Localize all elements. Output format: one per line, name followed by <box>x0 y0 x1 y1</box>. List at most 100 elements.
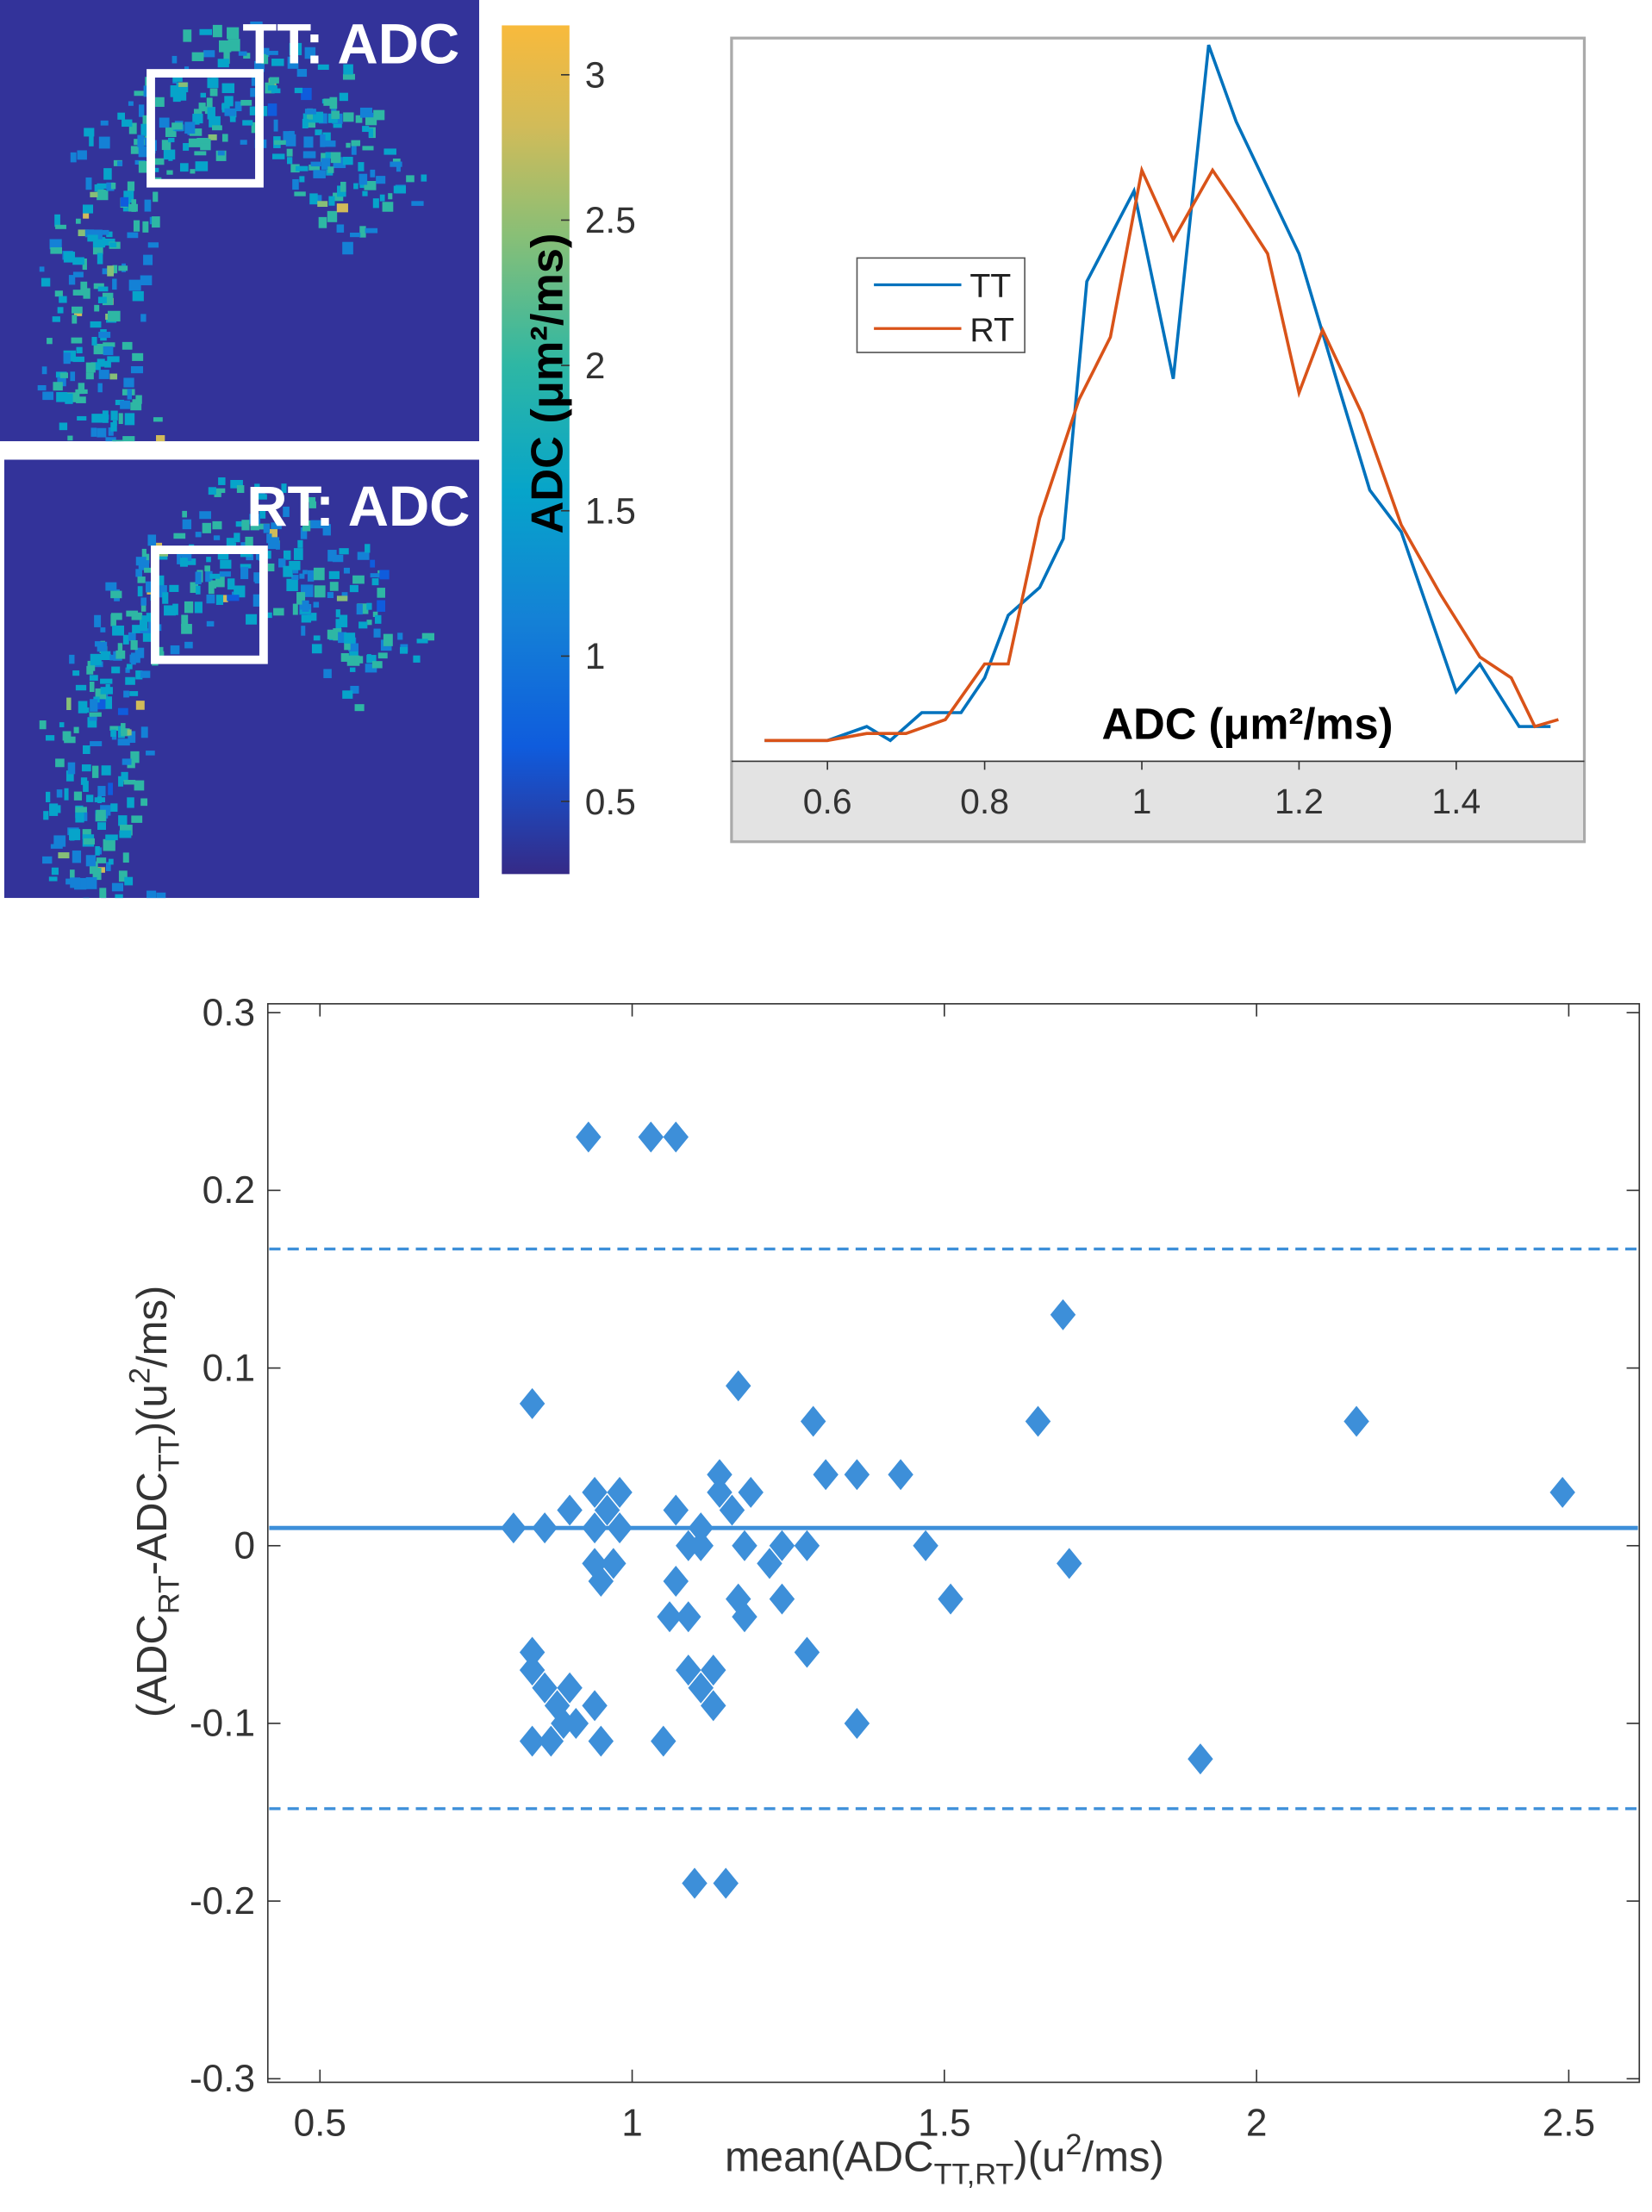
map-speckle <box>62 731 72 741</box>
map-speckle <box>358 162 365 171</box>
map-speckle <box>90 653 102 666</box>
map-speckle <box>188 138 202 147</box>
map-speckle <box>358 173 368 185</box>
map-speckle <box>190 582 199 594</box>
map-speckle <box>130 365 144 374</box>
map-speckle <box>78 383 85 395</box>
map-speckle <box>302 151 316 159</box>
map-speckle <box>300 527 308 539</box>
map-speckle <box>122 341 133 350</box>
map-speckle <box>103 342 115 347</box>
map-speckle <box>343 567 350 574</box>
map-speckle <box>336 203 348 213</box>
point <box>582 1476 608 1508</box>
map-speckle <box>126 610 139 617</box>
map-speckle <box>179 558 188 567</box>
map-speckle <box>329 582 339 591</box>
map-speckle <box>327 166 334 173</box>
map-speckle <box>184 601 194 614</box>
point <box>844 1459 870 1491</box>
point <box>800 1405 826 1437</box>
map-speckle <box>113 932 123 940</box>
map-speckle <box>411 201 424 206</box>
map-speckle <box>374 614 382 624</box>
map-speckle <box>240 566 249 580</box>
map-speckle <box>241 520 250 531</box>
map-speckle <box>301 87 312 101</box>
map-speckle <box>117 707 128 715</box>
map-speckle <box>283 550 291 560</box>
map-speckle <box>57 307 64 314</box>
map-speckle <box>155 97 165 107</box>
map-speckle <box>90 362 101 371</box>
map-speckle <box>379 194 385 202</box>
map-speckle <box>128 632 136 641</box>
y-axis-label: (ADCRT-ADCTT)(u2/ms) <box>123 1286 185 1718</box>
map-speckle <box>98 136 110 149</box>
map-speckle <box>124 876 134 886</box>
map-speckle <box>240 140 247 145</box>
map-speckle <box>119 445 128 453</box>
map-speckle <box>146 938 156 943</box>
y-tick-label: 0 <box>234 1524 255 1567</box>
map-speckle <box>67 762 76 775</box>
map-speckle <box>356 603 363 615</box>
map-speckle <box>72 670 80 676</box>
map-speckle <box>107 310 121 322</box>
point <box>688 1512 714 1544</box>
map-speckle <box>49 805 61 813</box>
map-speckle <box>147 534 157 546</box>
map-speckle <box>132 399 138 404</box>
map-speckle <box>406 175 415 183</box>
map-speckle <box>46 791 51 803</box>
map-speckle <box>131 815 143 823</box>
map-speckle <box>84 907 90 919</box>
map-speckle <box>304 47 316 59</box>
map-speckle <box>67 392 80 402</box>
map-speckle <box>349 650 358 659</box>
map-speckle <box>87 660 96 671</box>
map-speckle <box>271 59 284 66</box>
map-speckle <box>342 156 353 165</box>
map-speckle <box>351 140 361 146</box>
map-speckle <box>313 567 325 581</box>
map-speckle <box>55 758 65 768</box>
map-speckle <box>41 366 47 375</box>
map-speckle <box>98 902 103 913</box>
map-speckle <box>135 670 143 680</box>
map-speckle <box>218 477 226 485</box>
map-speckle <box>220 559 232 569</box>
point <box>557 1672 583 1704</box>
colorbar-label: ADC (μm²/ms) <box>523 234 573 534</box>
map-speckle <box>314 111 324 123</box>
map-speckle <box>68 275 76 285</box>
map-speckle <box>184 641 193 649</box>
point <box>676 1601 701 1633</box>
label-part: 2 <box>123 1368 156 1384</box>
map-speckle <box>379 570 390 580</box>
map-speckle <box>146 613 155 622</box>
map-speckle <box>98 370 109 379</box>
map-speckle <box>181 614 189 626</box>
map-speckle <box>159 585 167 598</box>
map-speckle <box>97 383 103 393</box>
point <box>594 1494 620 1526</box>
map-speckle <box>353 183 358 190</box>
map-speckle <box>89 716 97 721</box>
map-speckle <box>83 781 89 792</box>
map-speckle <box>106 231 113 238</box>
map-speckle <box>219 571 231 577</box>
map-speckle <box>290 164 300 173</box>
point <box>813 1459 838 1491</box>
map-speckle <box>365 115 377 126</box>
map-speckle <box>242 120 253 126</box>
map-speckle <box>271 522 282 530</box>
map-speckle <box>90 427 97 437</box>
scatter-frame <box>266 1003 1641 2084</box>
map-speckle <box>322 524 331 536</box>
map-speckle <box>99 966 104 971</box>
map-speckle <box>154 455 163 460</box>
map-speckle <box>83 897 90 899</box>
map-speckle <box>84 128 95 137</box>
map-speckle <box>327 550 337 562</box>
